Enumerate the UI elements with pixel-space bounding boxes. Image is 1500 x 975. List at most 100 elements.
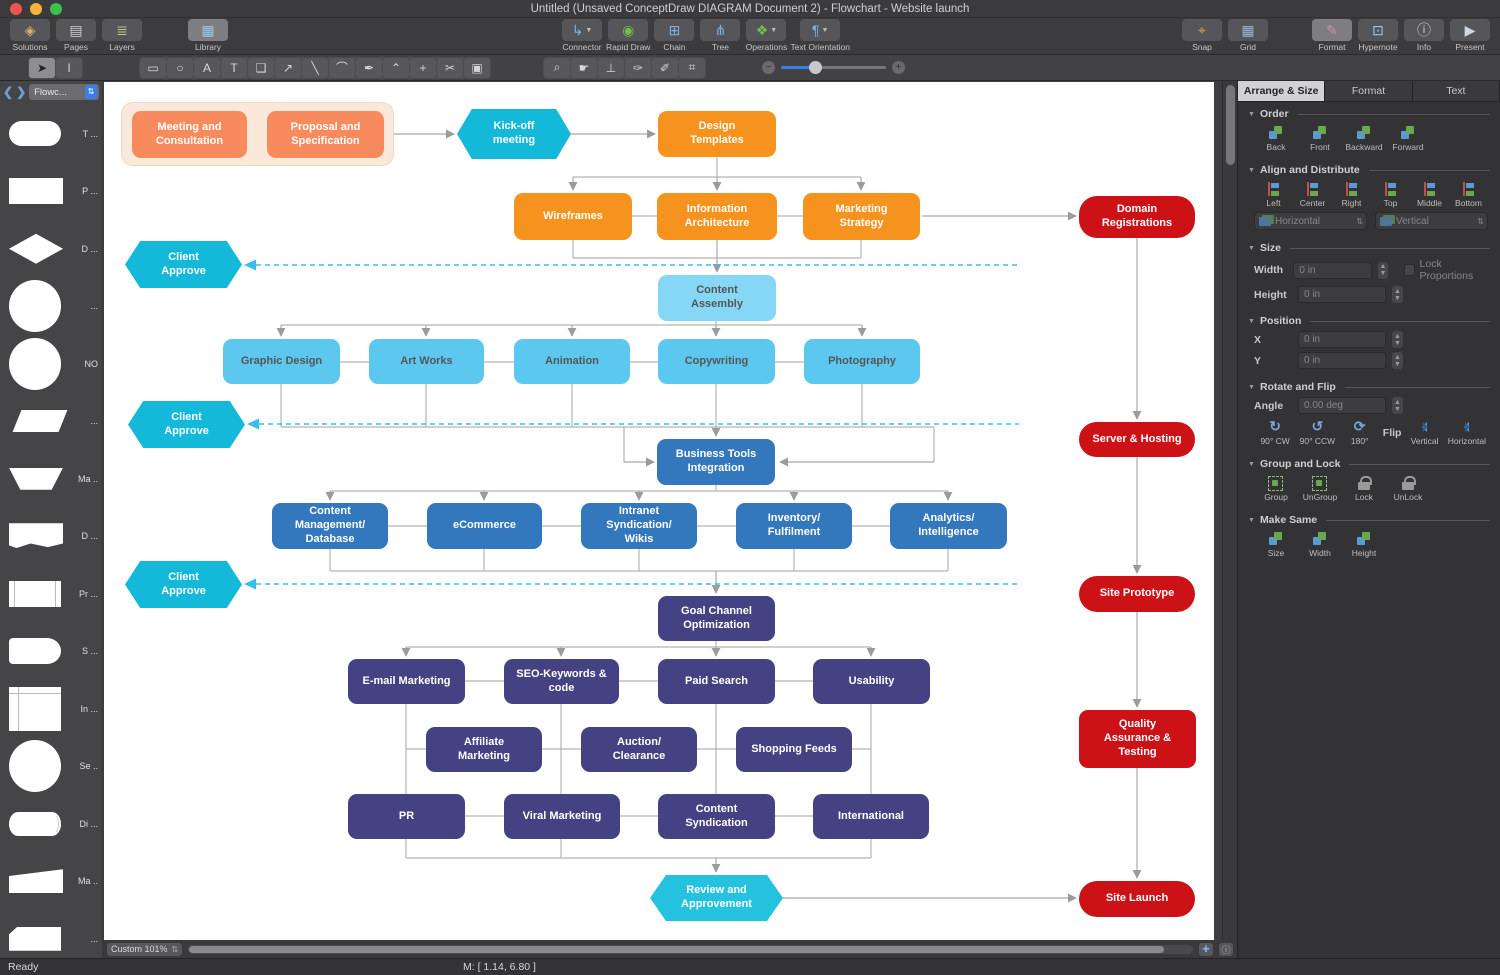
brush-tool[interactable]: ✐ bbox=[652, 57, 678, 78]
rapid-draw-button[interactable]: ◉ Rapid Draw bbox=[606, 19, 650, 52]
y-stepper[interactable]: ▲ ▼ bbox=[1392, 352, 1403, 369]
distribute-horizontal-dropdown[interactable]: Horizontal ⇅ bbox=[1254, 212, 1367, 230]
90-ccw-button[interactable]: ↺ 90° CCW bbox=[1296, 419, 1338, 447]
collapse-icon[interactable]: ▼ bbox=[1248, 166, 1255, 174]
vertex-tool[interactable]: ⌃ bbox=[383, 57, 409, 78]
zoom-slider-track[interactable] bbox=[781, 61, 886, 74]
horizontal-scrollbar[interactable] bbox=[188, 944, 1193, 954]
collapse-icon[interactable]: ▼ bbox=[1248, 317, 1255, 325]
minimize-window-button[interactable] bbox=[30, 2, 42, 15]
angle-stepper[interactable]: ▲ ▼ bbox=[1392, 397, 1403, 414]
flowchart-node-approve3[interactable]: Client Approve bbox=[125, 561, 242, 608]
distribute-vertical-dropdown[interactable]: Vertical ⇅ bbox=[1375, 212, 1488, 230]
front-button[interactable]: Front bbox=[1298, 125, 1342, 152]
horizontal-scrollbar-thumb[interactable] bbox=[189, 945, 1164, 953]
chain-button[interactable]: ⊞ Chain bbox=[652, 19, 696, 52]
curve-tool[interactable]: ⌒ bbox=[329, 57, 355, 78]
tab-text[interactable]: Text bbox=[1412, 81, 1500, 101]
flowchart-node-seo[interactable]: SEO-Keywords & code bbox=[504, 659, 619, 704]
forward-button[interactable]: Forward bbox=[1386, 125, 1430, 152]
size-button[interactable]: Size bbox=[1254, 531, 1298, 558]
top-button[interactable]: Top bbox=[1371, 181, 1410, 208]
180--button[interactable]: ⟳ 180° bbox=[1339, 419, 1381, 447]
flowchart-node-kickoff[interactable]: Kick-off meeting bbox=[457, 109, 571, 159]
width-button[interactable]: Width bbox=[1298, 531, 1342, 558]
zoom-tool[interactable]: ⌕ bbox=[544, 57, 570, 78]
shape-item-terminator[interactable]: T ... bbox=[0, 105, 102, 163]
lock-button[interactable]: Lock bbox=[1342, 475, 1386, 502]
format-button[interactable]: ✎ Format bbox=[1310, 19, 1354, 52]
callout-tool[interactable]: ❑ bbox=[248, 57, 274, 78]
library-forward-button[interactable]: ❯ bbox=[16, 85, 27, 99]
flowchart-node-gco[interactable]: Goal Channel Optimization bbox=[658, 596, 775, 641]
collapse-icon[interactable]: ▼ bbox=[1248, 110, 1255, 118]
x-field[interactable]: 0 in bbox=[1298, 331, 1386, 348]
tab-arrange-size[interactable]: Arrange & Size bbox=[1238, 81, 1326, 101]
shape-item-stored[interactable]: S ... bbox=[0, 623, 102, 681]
flowchart-node-infoarch[interactable]: Information Architecture bbox=[657, 193, 777, 240]
flowchart-node-shopping[interactable]: Shopping Feeds bbox=[736, 727, 852, 772]
zoom-slider[interactable]: − + bbox=[762, 61, 905, 74]
flowchart-node-cms[interactable]: Content Management/ Database bbox=[272, 503, 388, 549]
eyedropper-tool[interactable]: ✑ bbox=[625, 57, 651, 78]
flowchart-node-domain[interactable]: Domain Registrations bbox=[1079, 196, 1195, 238]
shape-item-predefined[interactable]: Pr ... bbox=[0, 565, 102, 623]
pen-tool[interactable]: ✒ bbox=[356, 57, 382, 78]
shape-operations-tool[interactable]: ▣ bbox=[464, 57, 490, 78]
angle-field[interactable]: 0.00 deg bbox=[1298, 397, 1386, 414]
zoom-out-icon[interactable]: − bbox=[762, 61, 775, 74]
flowchart-node-marketing[interactable]: Marketing Strategy bbox=[803, 193, 920, 240]
flowchart-node-usability[interactable]: Usability bbox=[813, 659, 930, 704]
backward-button[interactable]: Backward bbox=[1342, 125, 1386, 152]
pages-button[interactable]: ▤ Pages bbox=[54, 19, 98, 52]
flowchart-node-intranet[interactable]: Intranet Syndication/ Wikis bbox=[581, 503, 697, 549]
shape-item-circle[interactable]: Se .. bbox=[0, 738, 102, 796]
grid-button[interactable]: ▦ Grid bbox=[1226, 19, 1270, 52]
text-orientation-button[interactable]: ¶ ▼ Text Orientation bbox=[790, 19, 850, 52]
flowchart-node-international[interactable]: International bbox=[813, 794, 929, 839]
zoom-window-button[interactable] bbox=[50, 2, 62, 15]
shape-item-process[interactable]: P ... bbox=[0, 163, 102, 221]
flowchart-node-qa[interactable]: Quality Assurance & Testing bbox=[1079, 710, 1196, 768]
90-cw-button[interactable]: ↻ 90° CW bbox=[1254, 419, 1296, 447]
flowchart-node-approve2[interactable]: Client Approve bbox=[128, 401, 245, 448]
shape-item-cylinder[interactable]: Di ... bbox=[0, 795, 102, 853]
flowchart-node-wireframes[interactable]: Wireframes bbox=[514, 193, 632, 240]
flowchart-node-review[interactable]: Review and Approvement bbox=[650, 875, 783, 921]
flowchart-node-animation[interactable]: Animation bbox=[514, 339, 630, 384]
vertical-scrollbar-thumb[interactable] bbox=[1226, 85, 1235, 165]
flip-horizontal-button[interactable]: Horizontal bbox=[1446, 419, 1488, 446]
zoom-in-icon[interactable]: + bbox=[892, 61, 905, 74]
height-button[interactable]: Height bbox=[1342, 531, 1386, 558]
ungroup-button[interactable]: UnGroup bbox=[1298, 475, 1342, 502]
zoom-level-dropdown[interactable]: Custom 101% ⇅ bbox=[107, 942, 183, 956]
bottom-button[interactable]: Bottom bbox=[1449, 181, 1488, 208]
flip-vertical-button[interactable]: Vertical bbox=[1403, 419, 1445, 446]
flowchart-node-meeting[interactable]: Meeting and Consultation bbox=[132, 111, 247, 158]
pan-center-icon[interactable]: ✚ bbox=[1199, 942, 1213, 956]
operations-button[interactable]: ❖ ▼ Operations bbox=[744, 19, 788, 52]
pan-tool[interactable]: ☛ bbox=[571, 57, 597, 78]
connector-button[interactable]: ↳ ▼ Connector bbox=[560, 19, 604, 52]
shape-item-decision[interactable]: D ... bbox=[0, 220, 102, 278]
layers-button[interactable]: ≣ Layers bbox=[100, 19, 144, 52]
flowchart-node-prototype[interactable]: Site Prototype bbox=[1079, 576, 1195, 612]
flowchart-node-auction[interactable]: Auction/ Clearance bbox=[581, 727, 697, 772]
shape-item-internal[interactable]: In ... bbox=[0, 680, 102, 738]
present-button[interactable]: ▶ Present bbox=[1448, 19, 1492, 52]
middle-button[interactable]: Middle bbox=[1410, 181, 1449, 208]
library-button[interactable]: ▦ Library bbox=[186, 19, 230, 52]
collapse-icon[interactable]: ▼ bbox=[1248, 460, 1255, 468]
width-stepper[interactable]: ▲ ▼ bbox=[1378, 261, 1388, 279]
flowchart-node-sitelaunch[interactable]: Site Launch bbox=[1079, 881, 1195, 917]
flowchart-node-pr[interactable]: PR bbox=[348, 794, 465, 839]
shape-item-circle[interactable]: ... bbox=[0, 278, 102, 336]
crop-tool[interactable]: ⌗ bbox=[679, 57, 705, 78]
right-button[interactable]: Right bbox=[1332, 181, 1371, 208]
group-button[interactable]: Group bbox=[1254, 475, 1298, 502]
back-button[interactable]: Back bbox=[1254, 125, 1298, 152]
flowchart-node-contentsynd[interactable]: Content Syndication bbox=[658, 794, 775, 839]
flowchart-node-inventory[interactable]: Inventory/ Fulfilment bbox=[736, 503, 852, 549]
ellipse-tool[interactable]: ○ bbox=[167, 57, 193, 78]
line-tool[interactable]: ╲ bbox=[302, 57, 328, 78]
